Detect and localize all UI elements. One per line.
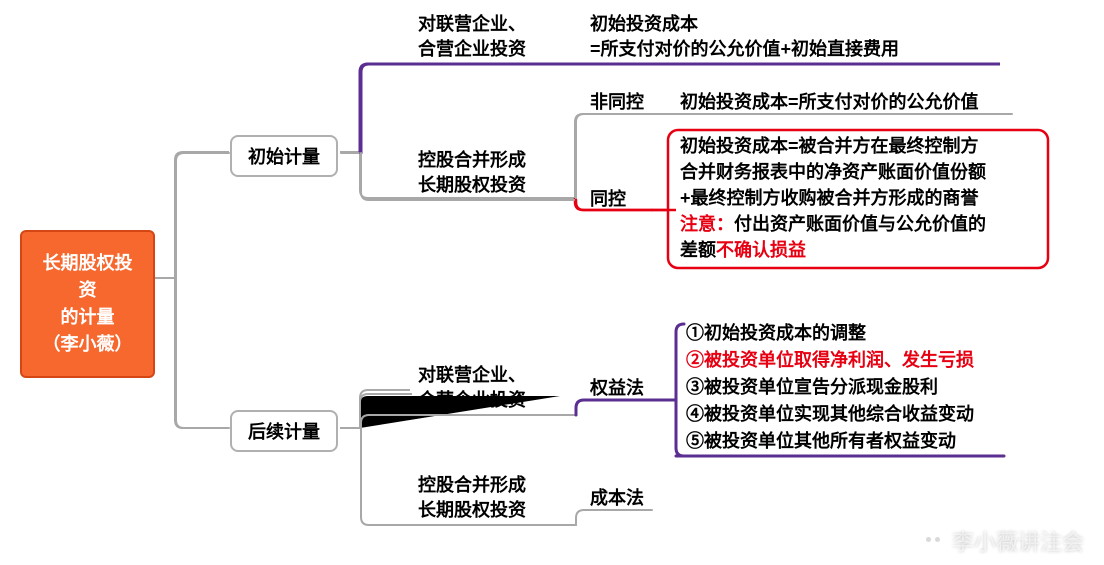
connectors <box>0 0 1104 565</box>
